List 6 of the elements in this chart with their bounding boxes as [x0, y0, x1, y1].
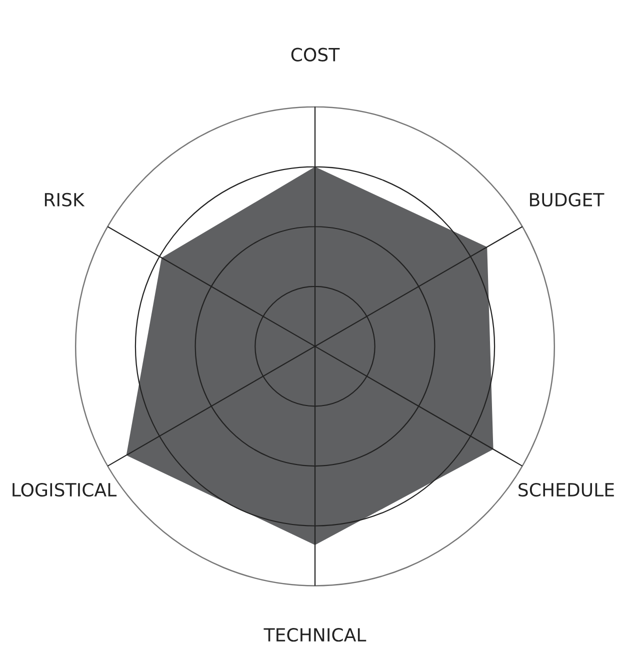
spoke-label: TECHNICAL — [264, 628, 366, 642]
spoke-label: SCHEDULE — [518, 482, 614, 497]
spoke-label: RISK — [44, 192, 85, 207]
spoke-label: LOGISTICAL — [12, 482, 117, 497]
spoke-label: COST — [291, 48, 340, 62]
spoke-label: BUDGET — [530, 192, 604, 207]
